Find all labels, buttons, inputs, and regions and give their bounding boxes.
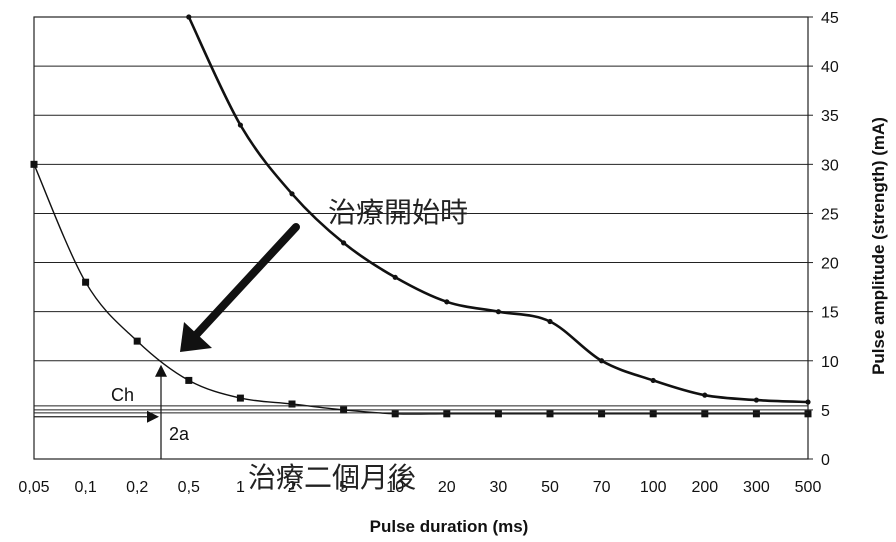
data-point xyxy=(186,14,192,20)
data-point xyxy=(289,191,295,197)
data-point xyxy=(650,377,656,384)
y-tick-label: 35 xyxy=(821,108,839,125)
data-point xyxy=(82,278,90,286)
data-point xyxy=(444,299,450,305)
data-point xyxy=(546,410,554,418)
x-tick-label: 10 xyxy=(386,479,404,496)
x-tick-labels: 0,05 0,1 0,2 0,5 1 2 5 10 20 30 50 70 100 200 300 500 xyxy=(18,479,821,496)
x-tick-label: 1 xyxy=(236,479,245,496)
x-tick-label: 100 xyxy=(640,479,667,496)
annotations xyxy=(34,223,808,459)
x-tick-label: 0,05 xyxy=(18,479,49,496)
x-tick-label: 50 xyxy=(541,479,559,496)
data-point xyxy=(753,397,760,403)
y-tick-label: 5 xyxy=(821,403,830,420)
data-point xyxy=(340,406,348,414)
x-tick-label: 0,5 xyxy=(178,479,200,496)
x-tick-label: 30 xyxy=(490,479,508,496)
pointer-arrowhead xyxy=(180,322,212,352)
x-tick-label: 500 xyxy=(795,479,822,496)
x-tick-label: 0,2 xyxy=(126,479,148,496)
plot-border xyxy=(33,16,809,460)
two-a-arrowhead xyxy=(147,410,159,423)
data-point xyxy=(649,410,657,418)
data-point xyxy=(30,160,38,168)
pointer-arrow-shaft xyxy=(192,223,300,339)
two-a-label: 2a xyxy=(169,424,190,444)
data-point xyxy=(752,410,760,418)
treatment-start-label: 治療開始時 xyxy=(328,196,468,229)
data-point xyxy=(443,410,451,418)
data-point xyxy=(391,410,399,418)
data-point xyxy=(494,410,502,418)
chronaxie-label: Ch xyxy=(111,385,134,405)
after-two-months-label: 治療二個月後 xyxy=(248,461,416,494)
data-point xyxy=(702,392,708,398)
data-point xyxy=(495,309,501,315)
y-tick-labels: 0 5 10 15 20 25 30 35 40 45 xyxy=(821,10,839,469)
data-point xyxy=(598,410,606,418)
series-group xyxy=(30,14,812,418)
y-tick-label: 10 xyxy=(821,354,839,371)
data-point xyxy=(185,376,193,384)
chronaxie-arrowhead xyxy=(155,364,167,377)
data-point xyxy=(288,400,296,408)
x-axis-title: Pulse duration (ms) xyxy=(370,517,529,536)
x-tick-label: 20 xyxy=(438,479,456,496)
data-point xyxy=(547,318,553,325)
y-tick-label: 25 xyxy=(821,206,839,223)
data-point xyxy=(599,358,605,364)
x-tick-label: 300 xyxy=(743,479,770,496)
plot-frame xyxy=(33,16,809,460)
y-axis-title: Pulse amplitude (strength) (mA) xyxy=(869,117,888,375)
x-tick-label: 2 xyxy=(288,479,297,496)
data-point xyxy=(392,274,398,280)
y-tick-label: 0 xyxy=(821,452,830,469)
data-point xyxy=(804,410,812,418)
data-point xyxy=(701,410,709,418)
data-point xyxy=(236,394,244,402)
y-tick-label: 30 xyxy=(821,157,839,174)
x-tick-label: 200 xyxy=(691,479,718,496)
y-tick-label: 20 xyxy=(821,256,839,273)
data-point xyxy=(341,240,347,246)
y-tick-label: 45 xyxy=(821,10,839,27)
data-point xyxy=(805,399,811,405)
y-tick-label: 40 xyxy=(821,59,839,76)
x-tick-label: 70 xyxy=(593,479,611,496)
x-tick-label: 0,1 xyxy=(74,479,96,496)
series-line-1 xyxy=(187,16,809,404)
x-tick-label: 5 xyxy=(339,479,348,496)
data-point xyxy=(133,337,141,345)
data-point xyxy=(237,122,243,128)
y-tick-label: 15 xyxy=(821,305,839,322)
